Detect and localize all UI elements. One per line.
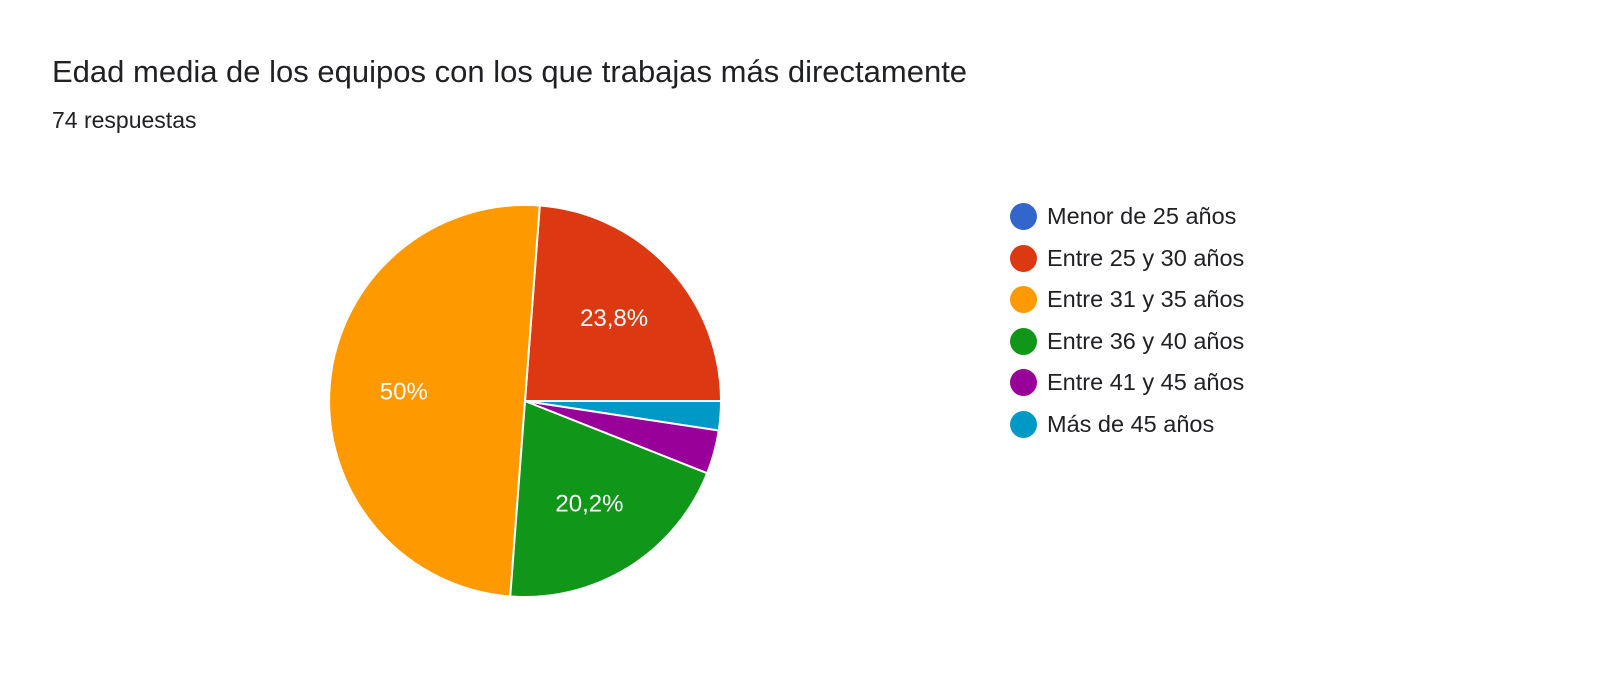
legend-swatch-icon bbox=[1010, 244, 1037, 272]
legend-label: Menor de 25 años bbox=[1047, 203, 1237, 230]
legend-item-mas-de-45-anos[interactable]: Más de 45 años bbox=[1010, 404, 1244, 446]
pie-slices bbox=[328, 204, 723, 598]
legend-item-entre-41-y-45-anos[interactable]: Entre 41 y 45 años bbox=[1010, 362, 1244, 404]
legend-item-entre-31-y-35-anos[interactable]: Entre 31 y 35 años bbox=[1010, 279, 1244, 321]
legend-label: Entre 41 y 45 años bbox=[1047, 369, 1245, 396]
pie-slice-entre-25-y-30-anos[interactable] bbox=[523, 204, 723, 402]
pie-data-labels: 23,8% 50% 20,2% bbox=[380, 305, 648, 518]
legend-swatch-icon bbox=[1010, 327, 1037, 355]
legend-label: Más de 45 años bbox=[1047, 410, 1215, 437]
legend-label: Entre 36 y 40 años bbox=[1047, 327, 1245, 354]
legend-swatch-icon bbox=[1010, 410, 1037, 438]
pie-slice-entre-31-y-35-anos[interactable] bbox=[328, 204, 541, 598]
legend-item-menor-de-25-anos[interactable]: Menor de 25 años bbox=[1010, 196, 1244, 238]
response-count: 74 respuestas bbox=[52, 107, 197, 133]
pie-slice-entre-36-y-40-anos[interactable] bbox=[509, 399, 709, 598]
data-label-entre-25-y-30-anos: 23,8% bbox=[580, 305, 648, 332]
legend-swatch-icon bbox=[1010, 203, 1037, 231]
data-label-entre-31-y-35-anos: 50% bbox=[380, 378, 428, 405]
legend-item-entre-36-y-40-anos[interactable]: Entre 36 y 40 años bbox=[1010, 321, 1244, 363]
pie-slice-mas-de-45-anos[interactable] bbox=[524, 400, 723, 432]
data-label-entre-36-y-40-anos: 20,2% bbox=[555, 491, 623, 518]
legend-item-entre-25-y-30-anos[interactable]: Entre 25 y 30 años bbox=[1010, 238, 1244, 280]
chart-legend: Menor de 25 años Entre 25 y 30 años Entre … bbox=[1010, 196, 1244, 445]
legend-label: Entre 25 y 30 años bbox=[1047, 244, 1245, 271]
legend-label: Entre 31 y 35 años bbox=[1047, 286, 1245, 313]
legend-swatch-icon bbox=[1010, 286, 1037, 314]
legend-swatch-icon bbox=[1010, 369, 1037, 397]
chart-title: Edad media de los equipos con los que tr… bbox=[52, 54, 968, 89]
